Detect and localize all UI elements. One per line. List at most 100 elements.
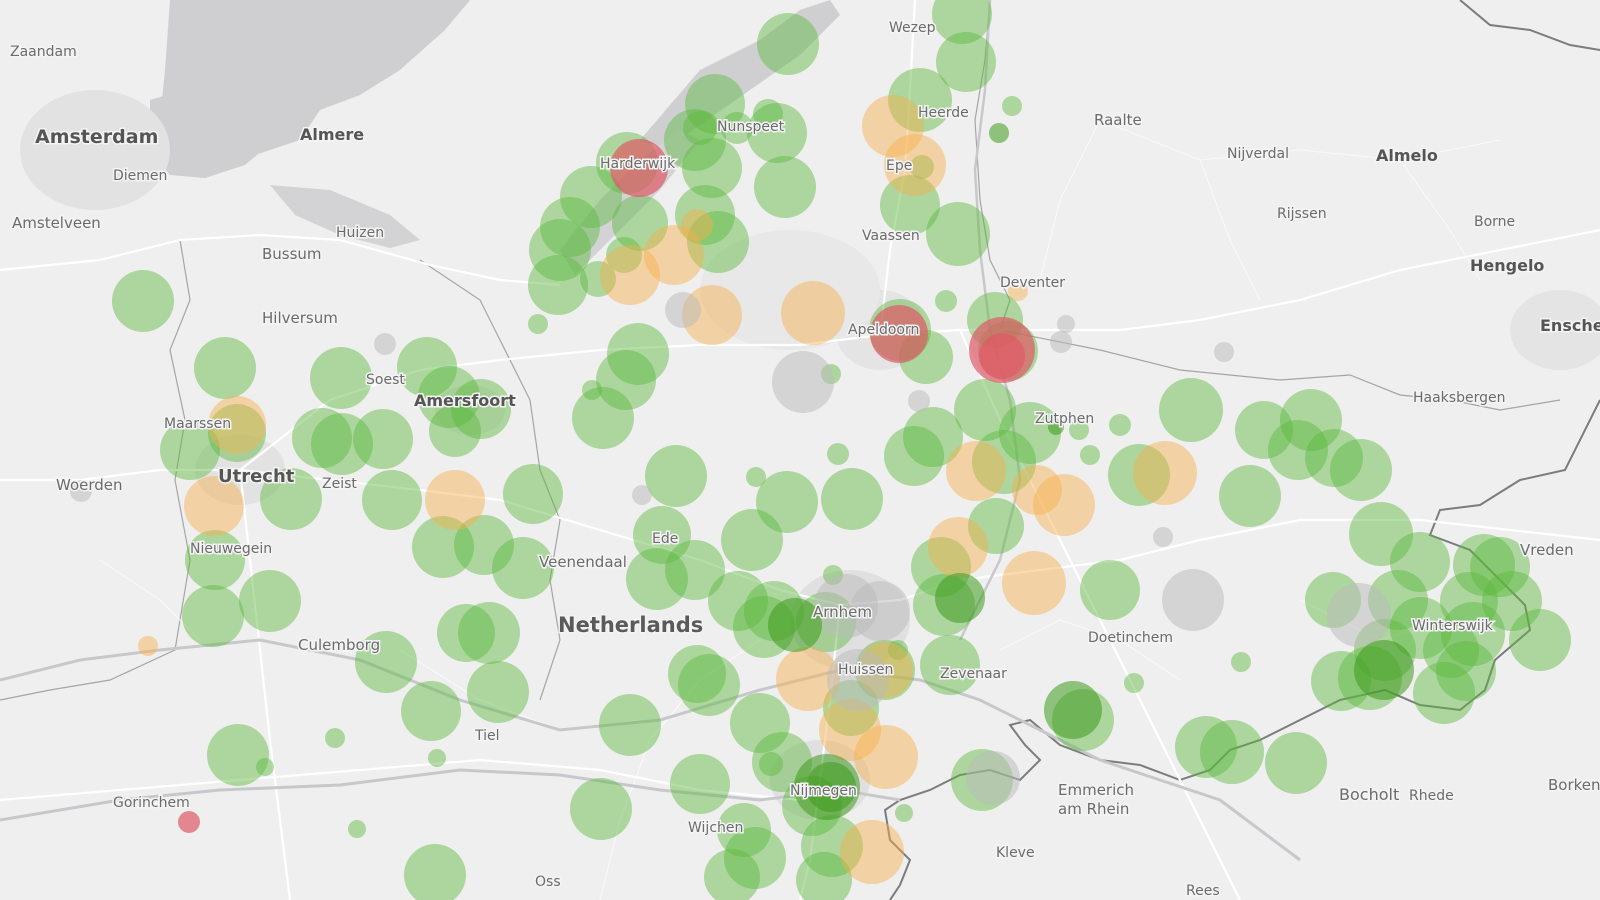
marker-gray[interactable] <box>632 485 652 505</box>
marker-green[interactable] <box>920 635 980 695</box>
marker-gray[interactable] <box>1214 342 1234 362</box>
marker-green[interactable] <box>540 197 600 257</box>
marker-dark-green[interactable] <box>806 762 856 812</box>
marker-green[interactable] <box>580 261 616 297</box>
marker-green[interactable] <box>1159 378 1223 442</box>
marker-green[interactable] <box>1470 537 1530 597</box>
marker-green[interactable] <box>633 506 691 564</box>
marker-orange[interactable] <box>1012 465 1062 515</box>
marker-orange[interactable] <box>854 725 918 789</box>
marker-orange[interactable] <box>208 396 266 454</box>
marker-green[interactable] <box>678 654 740 716</box>
marker-green[interactable] <box>260 468 322 530</box>
marker-gray[interactable] <box>908 390 930 412</box>
marker-green[interactable] <box>451 379 511 439</box>
marker-green[interactable] <box>292 408 352 468</box>
marker-orange[interactable] <box>644 225 704 285</box>
marker-dark-green[interactable] <box>935 573 985 623</box>
marker-orange[interactable] <box>1033 474 1095 536</box>
marker-green[interactable] <box>895 804 913 822</box>
marker-green[interactable] <box>1109 414 1131 436</box>
marker-green[interactable] <box>397 337 457 397</box>
marker-gray[interactable] <box>1162 569 1224 631</box>
marker-dark-green[interactable] <box>1048 419 1064 435</box>
marker-green[interactable] <box>903 407 963 467</box>
marker-green[interactable] <box>599 694 661 756</box>
marker-green[interactable] <box>683 111 717 145</box>
marker-green[interactable] <box>429 405 481 457</box>
marker-green[interactable] <box>827 443 849 465</box>
marker-green[interactable] <box>935 290 957 312</box>
marker-orange[interactable] <box>928 517 988 577</box>
marker-green[interactable] <box>1390 597 1452 659</box>
marker-green[interactable] <box>670 754 730 814</box>
marker-green[interactable] <box>362 470 422 530</box>
marker-green[interactable] <box>1436 641 1496 701</box>
marker-green[interactable] <box>612 195 668 251</box>
marker-orange[interactable] <box>1008 281 1028 301</box>
marker-green[interactable] <box>704 849 760 900</box>
marker-orange[interactable] <box>681 209 713 241</box>
marker-gray[interactable] <box>1153 527 1173 547</box>
marker-gray[interactable] <box>966 751 1020 805</box>
marker-green[interactable] <box>730 693 790 753</box>
marker-orange[interactable] <box>1133 441 1197 505</box>
marker-green[interactable] <box>1453 534 1515 596</box>
marker-green[interactable] <box>1108 444 1170 506</box>
marker-green[interactable] <box>645 445 707 507</box>
marker-red[interactable] <box>610 139 668 197</box>
marker-green[interactable] <box>492 537 554 599</box>
marker-green[interactable] <box>112 270 174 332</box>
marker-green[interactable] <box>401 681 461 741</box>
marker-gray[interactable] <box>1327 583 1391 647</box>
marker-green[interactable] <box>1080 560 1140 620</box>
marker-green[interactable] <box>194 337 256 399</box>
marker-green[interactable] <box>936 32 996 92</box>
marker-green[interactable] <box>1413 662 1475 724</box>
marker-green[interactable] <box>458 602 520 664</box>
marker-green[interactable] <box>821 468 883 530</box>
marker-green[interactable] <box>685 74 745 134</box>
marker-green[interactable] <box>311 413 373 475</box>
marker-green[interactable] <box>607 323 669 385</box>
marker-green[interactable] <box>1231 652 1251 672</box>
marker-green[interactable] <box>1268 420 1328 480</box>
marker-gray[interactable] <box>1050 331 1072 353</box>
marker-red[interactable] <box>870 305 928 363</box>
marker-green[interactable] <box>753 99 783 129</box>
marker-gray[interactable] <box>850 581 910 641</box>
marker-green[interactable] <box>1175 716 1237 778</box>
marker-green[interactable] <box>910 155 934 179</box>
marker-green[interactable] <box>353 409 413 469</box>
marker-orange[interactable] <box>425 470 485 530</box>
marker-orange[interactable] <box>776 647 840 711</box>
marker-green[interactable] <box>207 724 269 786</box>
marker-green[interactable] <box>954 379 1016 441</box>
marker-green[interactable] <box>1219 465 1281 527</box>
marker-green[interactable] <box>1280 389 1342 451</box>
marker-green[interactable] <box>747 103 807 163</box>
marker-gray[interactable] <box>1057 315 1075 333</box>
marker-green[interactable] <box>1305 429 1363 487</box>
marker-orange[interactable] <box>138 636 158 656</box>
marker-green[interactable] <box>884 426 944 486</box>
marker-green[interactable] <box>999 402 1061 464</box>
marker-green[interactable] <box>721 112 753 144</box>
marker-green[interactable] <box>880 175 940 235</box>
marker-green[interactable] <box>1002 96 1022 116</box>
marker-orange[interactable] <box>862 95 924 157</box>
marker-green[interactable] <box>310 347 372 409</box>
marker-green[interactable] <box>675 185 735 245</box>
marker-green[interactable] <box>256 758 274 776</box>
marker-green[interactable] <box>582 380 602 400</box>
marker-green[interactable] <box>348 820 366 838</box>
marker-green[interactable] <box>528 255 588 315</box>
marker-green[interactable] <box>724 827 786 889</box>
marker-red[interactable] <box>178 811 200 833</box>
marker-orange[interactable] <box>884 134 946 196</box>
marker-green[interactable] <box>239 570 301 632</box>
marker-green[interactable] <box>665 540 725 600</box>
marker-green[interactable] <box>418 366 480 428</box>
marker-green[interactable] <box>182 585 244 647</box>
